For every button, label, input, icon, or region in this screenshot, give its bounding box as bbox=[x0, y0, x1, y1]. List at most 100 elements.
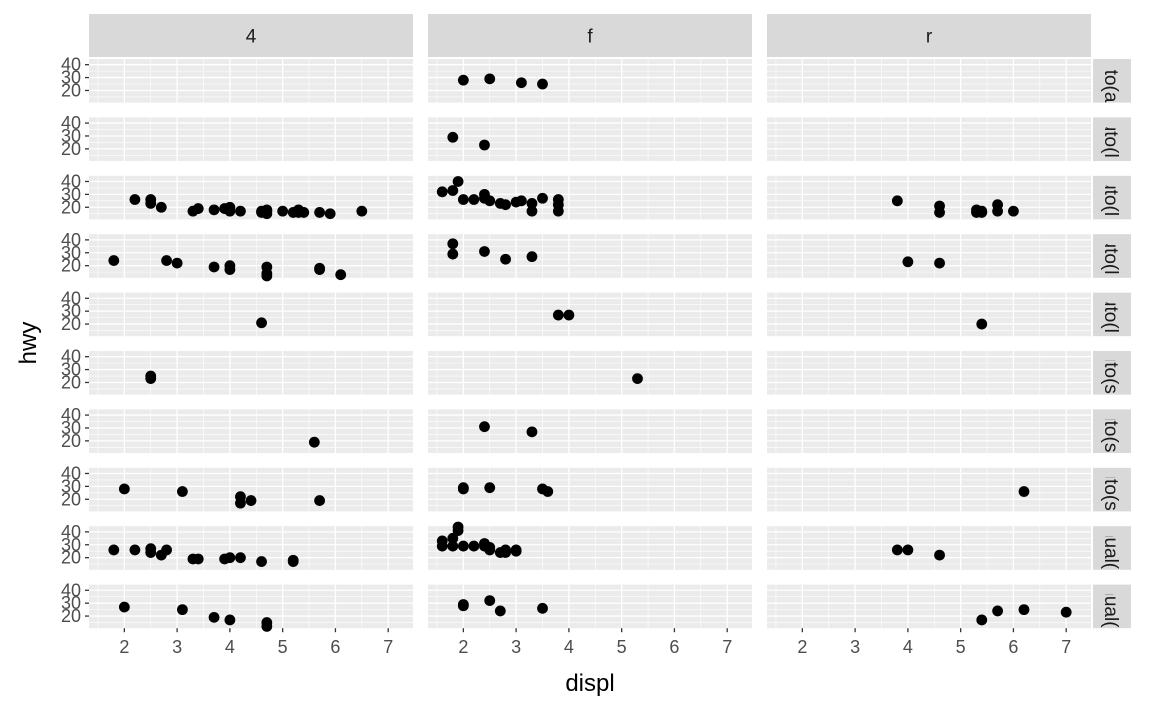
panel-background bbox=[89, 526, 413, 570]
y-tick-label: 40 bbox=[61, 580, 81, 600]
y-tick-label: 20 bbox=[61, 606, 81, 626]
data-point bbox=[145, 547, 157, 558]
row-strip-label: uto(s bbox=[1100, 352, 1121, 394]
data-point bbox=[208, 204, 220, 216]
y-tick-label: 30 bbox=[61, 593, 81, 613]
data-point bbox=[256, 556, 267, 567]
data-point bbox=[468, 540, 480, 552]
data-point bbox=[537, 78, 548, 90]
y-tick-label: 30 bbox=[61, 360, 81, 380]
data-point bbox=[436, 540, 448, 552]
row-strip-label: uto(l bbox=[1100, 296, 1121, 333]
data-point bbox=[192, 553, 204, 565]
data-point bbox=[976, 318, 988, 330]
panel-background bbox=[428, 292, 752, 337]
row-strip bbox=[1093, 584, 1131, 629]
data-point bbox=[245, 495, 257, 506]
y-tick-label: 20 bbox=[61, 197, 81, 217]
y-axis-title: hwy bbox=[15, 322, 42, 365]
data-point bbox=[484, 73, 496, 85]
panel-background bbox=[89, 351, 413, 395]
y-tick-label: 40 bbox=[61, 55, 81, 75]
y-tick-label: 20 bbox=[61, 431, 81, 451]
data-point bbox=[526, 205, 538, 217]
data-point bbox=[542, 486, 554, 497]
y-tick-label: 30 bbox=[61, 418, 81, 438]
data-point bbox=[308, 436, 320, 448]
data-point bbox=[479, 139, 490, 151]
data-point bbox=[224, 614, 236, 626]
y-tick-label: 30 bbox=[61, 184, 81, 204]
y-tick-label: 30 bbox=[61, 535, 81, 555]
row-strip bbox=[1093, 234, 1131, 278]
data-point bbox=[976, 207, 988, 218]
row-strip-label: uto(s bbox=[1100, 410, 1121, 452]
data-point bbox=[992, 605, 1003, 617]
x-tick-label: 5 bbox=[617, 637, 627, 657]
data-point bbox=[1018, 486, 1030, 497]
data-point bbox=[261, 204, 273, 216]
data-point bbox=[161, 255, 172, 266]
data-point bbox=[235, 205, 246, 217]
row-strip bbox=[1093, 351, 1131, 395]
row-strip bbox=[1093, 409, 1131, 453]
strip-f bbox=[428, 14, 752, 57]
data-point bbox=[118, 601, 130, 613]
data-point bbox=[447, 185, 459, 196]
data-point bbox=[457, 194, 469, 205]
data-point bbox=[447, 248, 459, 260]
data-point bbox=[261, 270, 273, 282]
data-point bbox=[992, 205, 1003, 217]
data-point bbox=[516, 195, 527, 207]
row-strip-label: uto(l bbox=[1100, 179, 1121, 216]
y-tick-label: 20 bbox=[61, 372, 81, 392]
data-point bbox=[256, 317, 267, 329]
data-point bbox=[632, 373, 643, 385]
data-point bbox=[314, 207, 325, 218]
data-point bbox=[484, 195, 496, 207]
x-axis-title: displ bbox=[565, 670, 614, 697]
data-point bbox=[447, 131, 459, 143]
data-point bbox=[484, 482, 496, 494]
panel-background bbox=[767, 526, 1091, 570]
y-tick-label: 30 bbox=[61, 301, 81, 321]
x-tick-label: 2 bbox=[797, 637, 807, 657]
data-point bbox=[192, 203, 204, 214]
y-tick-label: 20 bbox=[61, 314, 81, 334]
data-point bbox=[891, 544, 903, 556]
data-point bbox=[356, 205, 368, 217]
panel-background bbox=[89, 234, 413, 278]
data-point bbox=[118, 483, 130, 495]
x-tick-label: 2 bbox=[458, 637, 468, 657]
data-point bbox=[494, 605, 506, 617]
data-point bbox=[934, 207, 945, 218]
y-tick-label: 20 bbox=[61, 256, 81, 276]
x-tick-label: 7 bbox=[1061, 637, 1071, 657]
row-strip bbox=[1093, 117, 1131, 161]
data-point bbox=[500, 253, 511, 265]
y-tick-label: 30 bbox=[61, 243, 81, 263]
data-point bbox=[145, 373, 157, 385]
y-tick-label: 30 bbox=[61, 476, 81, 496]
data-point bbox=[177, 486, 188, 497]
row-strip-label: uto(s bbox=[1100, 468, 1121, 510]
y-tick-label: 40 bbox=[61, 230, 81, 250]
data-point bbox=[484, 544, 496, 556]
data-point bbox=[891, 195, 903, 207]
panel-background bbox=[767, 59, 1091, 103]
x-tick-label: 5 bbox=[278, 637, 288, 657]
data-point bbox=[902, 544, 914, 556]
data-point bbox=[1008, 205, 1019, 217]
data-point bbox=[516, 77, 527, 89]
panel-background bbox=[767, 175, 1091, 220]
row-strip bbox=[1093, 467, 1131, 512]
data-point bbox=[552, 194, 564, 205]
y-tick-label: 40 bbox=[61, 522, 81, 542]
strip-label-r: r bbox=[926, 27, 933, 48]
row-strip bbox=[1093, 526, 1131, 570]
data-point bbox=[171, 257, 183, 269]
panel-background bbox=[428, 584, 752, 629]
data-point bbox=[457, 74, 469, 86]
x-tick-label: 6 bbox=[330, 637, 340, 657]
